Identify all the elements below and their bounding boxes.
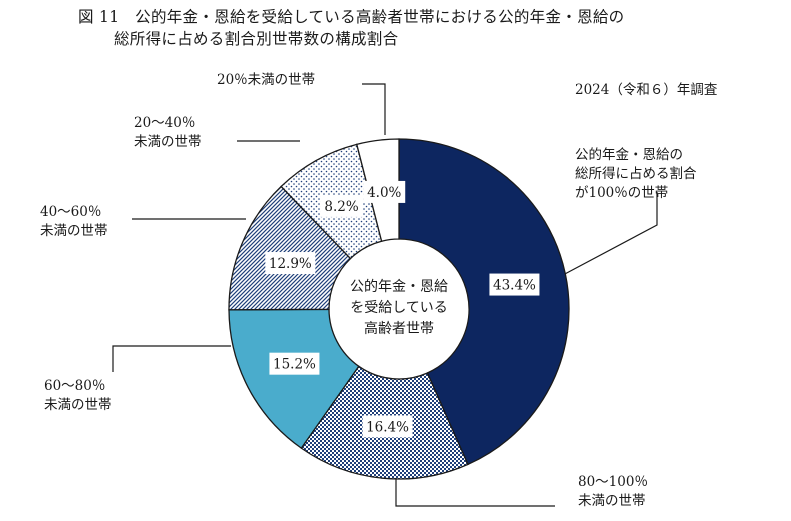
title-line-1: 図 11 公的年金・恩給を受給している高齢者世帯における公的年金・恩給の xyxy=(78,8,625,26)
value-label: 16.4% xyxy=(362,415,413,438)
slice-label: 公的年金・恩給の xyxy=(575,147,683,163)
center-label-line: 高齢者世帯 xyxy=(364,320,434,337)
slice-label: 40〜60％ xyxy=(40,204,101,220)
svg-text:15.2%: 15.2% xyxy=(273,357,316,373)
slice-label: 80〜100％ xyxy=(578,474,648,490)
slice-label: 総所得に占める割合 xyxy=(575,165,697,182)
slice-label: 未満の世帯 xyxy=(134,134,202,150)
slice-label: 60〜80％ xyxy=(44,378,105,394)
slice-label: 20％未満の世帯 xyxy=(217,72,315,88)
slice-100pct xyxy=(398,138,570,466)
slice-label: が100％の世帯 xyxy=(575,185,668,201)
slice-label: 20〜40％ xyxy=(134,115,195,131)
leader-line xyxy=(112,345,231,372)
leader-line xyxy=(395,478,555,507)
svg-text:43.4%: 43.4% xyxy=(493,278,536,294)
value-label: 8.2% xyxy=(320,194,363,217)
title-line-2: 総所得に占める割合別世帯数の構成割合 xyxy=(114,30,399,48)
slice-label: 未満の世帯 xyxy=(44,397,112,413)
value-label: 43.4% xyxy=(489,273,540,296)
chart-title: 図 11 公的年金・恩給を受給している高齢者世帯における公的年金・恩給の 総所得… xyxy=(78,6,625,50)
slice-label: 未満の世帯 xyxy=(40,223,108,239)
slice-60-80pct xyxy=(228,308,360,450)
value-label: 4.0% xyxy=(363,180,406,203)
svg-text:4.0%: 4.0% xyxy=(367,185,401,201)
svg-text:16.4%: 16.4% xyxy=(366,419,409,435)
survey-year: 2024（令和６）年調査 xyxy=(575,82,718,98)
svg-text:12.9%: 12.9% xyxy=(269,256,312,272)
leader-line xyxy=(565,192,658,275)
value-label: 15.2% xyxy=(269,352,320,375)
center-label-line: 公的年金・恩給 xyxy=(350,279,448,295)
value-label: 12.9% xyxy=(265,252,316,275)
svg-text:8.2%: 8.2% xyxy=(324,199,358,215)
leader-line xyxy=(362,83,386,135)
center-label-line: を受給している xyxy=(350,300,448,316)
slice-label: 未満の世帯 xyxy=(578,493,646,509)
